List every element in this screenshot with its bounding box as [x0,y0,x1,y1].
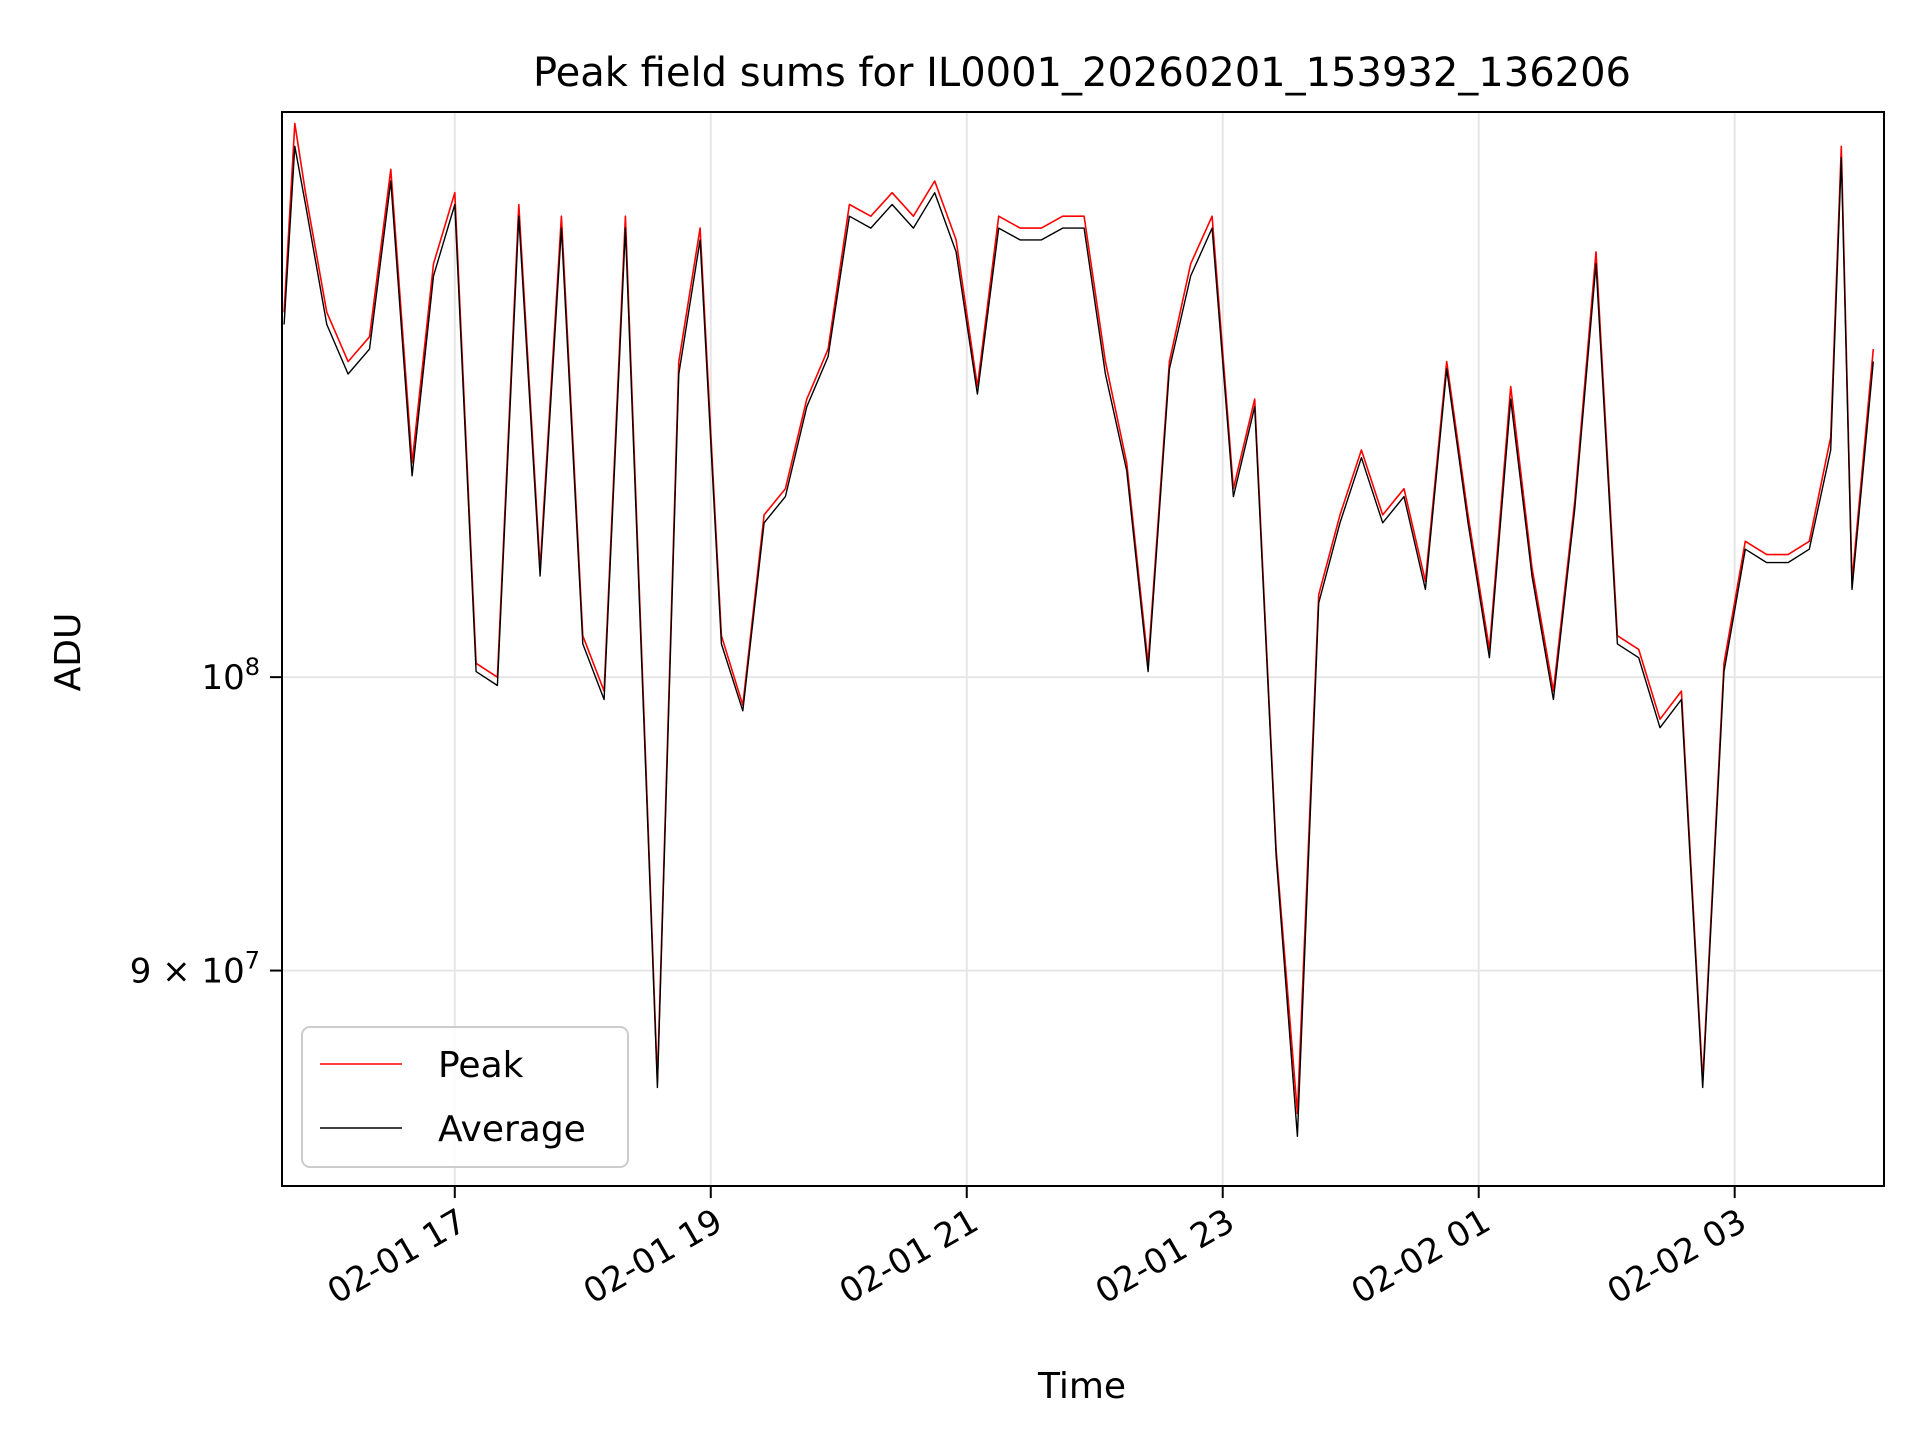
legend-label-peak: Peak [438,1045,524,1086]
legend: Peak Average [301,1026,629,1168]
x-axis-label: Time [1037,1366,1126,1407]
series-layer [283,122,1875,1138]
plot-background [282,112,1884,1186]
series-line-average [283,145,1874,1138]
y-tick-label: 108 [201,653,260,698]
chart-title: Peak field sums for IL0001_20260201_1539… [533,50,1631,96]
legend-box [301,1026,629,1168]
y-axis: 9 × 107 108 [130,653,282,992]
plot-area [281,111,1885,1187]
legend-label-average: Average [438,1109,586,1150]
y-tick-label: 9 × 107 [130,947,260,992]
plot-frame [281,111,1885,1187]
y-axis-label: ADU [48,613,89,692]
grid-lines [282,112,1884,1186]
